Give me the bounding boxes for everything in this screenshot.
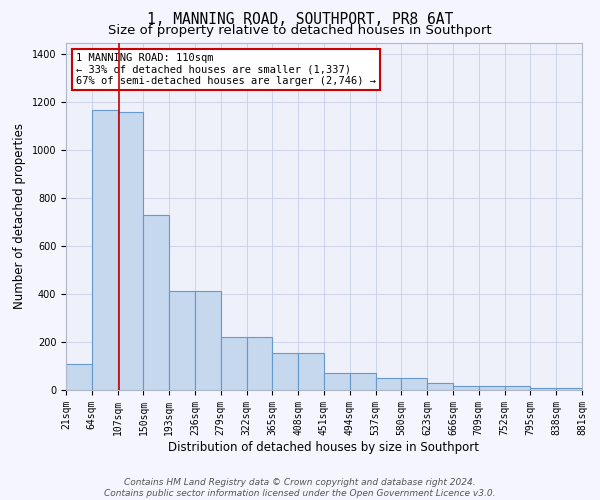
Bar: [298, 353, 324, 390]
Y-axis label: Number of detached properties: Number of detached properties: [13, 123, 26, 309]
Bar: [272, 353, 298, 390]
Bar: [221, 338, 247, 390]
Bar: [143, 215, 169, 390]
Bar: [247, 338, 272, 390]
Bar: [556, 388, 582, 390]
Bar: [530, 388, 556, 390]
Bar: [92, 110, 118, 390]
Bar: [427, 383, 453, 390]
Text: Size of property relative to detached houses in Southport: Size of property relative to detached ho…: [108, 24, 492, 37]
Bar: [195, 290, 221, 390]
Bar: [118, 112, 143, 390]
X-axis label: Distribution of detached houses by size in Southport: Distribution of detached houses by size …: [169, 440, 479, 454]
Text: Contains HM Land Registry data © Crown copyright and database right 2024.
Contai: Contains HM Land Registry data © Crown c…: [104, 478, 496, 498]
Bar: [479, 386, 505, 390]
Bar: [350, 373, 376, 390]
Bar: [401, 378, 427, 390]
Bar: [376, 378, 401, 390]
Bar: [324, 373, 350, 390]
Text: 1, MANNING ROAD, SOUTHPORT, PR8 6AT: 1, MANNING ROAD, SOUTHPORT, PR8 6AT: [147, 12, 453, 28]
Text: 1 MANNING ROAD: 110sqm
← 33% of detached houses are smaller (1,337)
67% of semi-: 1 MANNING ROAD: 110sqm ← 33% of detached…: [76, 53, 376, 86]
Bar: [66, 364, 92, 390]
Bar: [453, 386, 479, 390]
Bar: [505, 386, 530, 390]
Bar: [169, 290, 195, 390]
